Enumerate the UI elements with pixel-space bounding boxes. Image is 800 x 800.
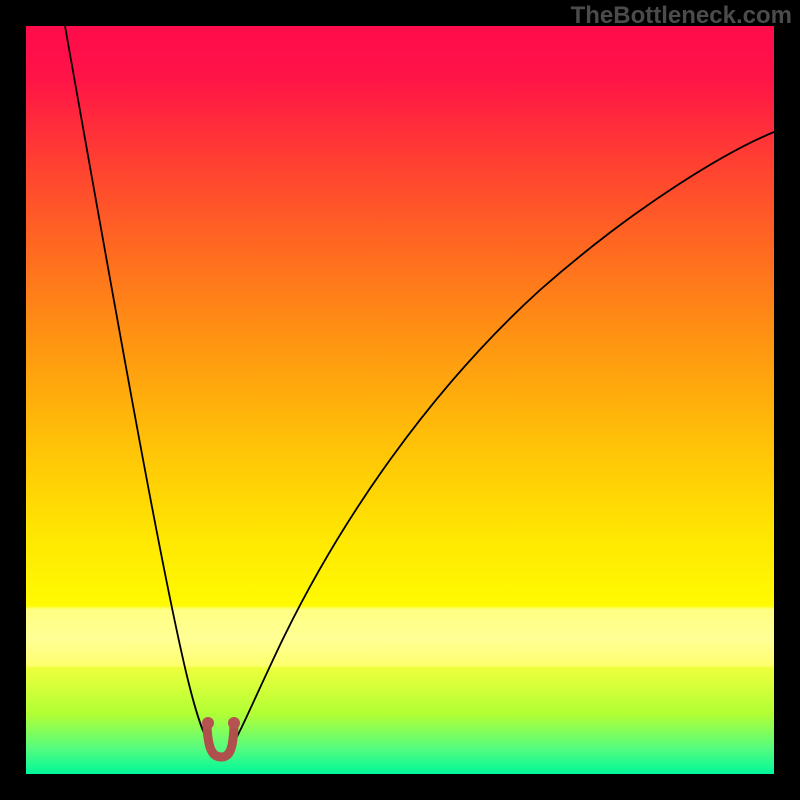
valley-endpoint-marker bbox=[202, 717, 214, 729]
valley-endpoint-marker bbox=[228, 717, 240, 729]
chart-gradient-panel bbox=[26, 26, 774, 774]
bottleneck-chart bbox=[0, 0, 800, 800]
chart-frame: TheBottleneck.com bbox=[0, 0, 800, 800]
